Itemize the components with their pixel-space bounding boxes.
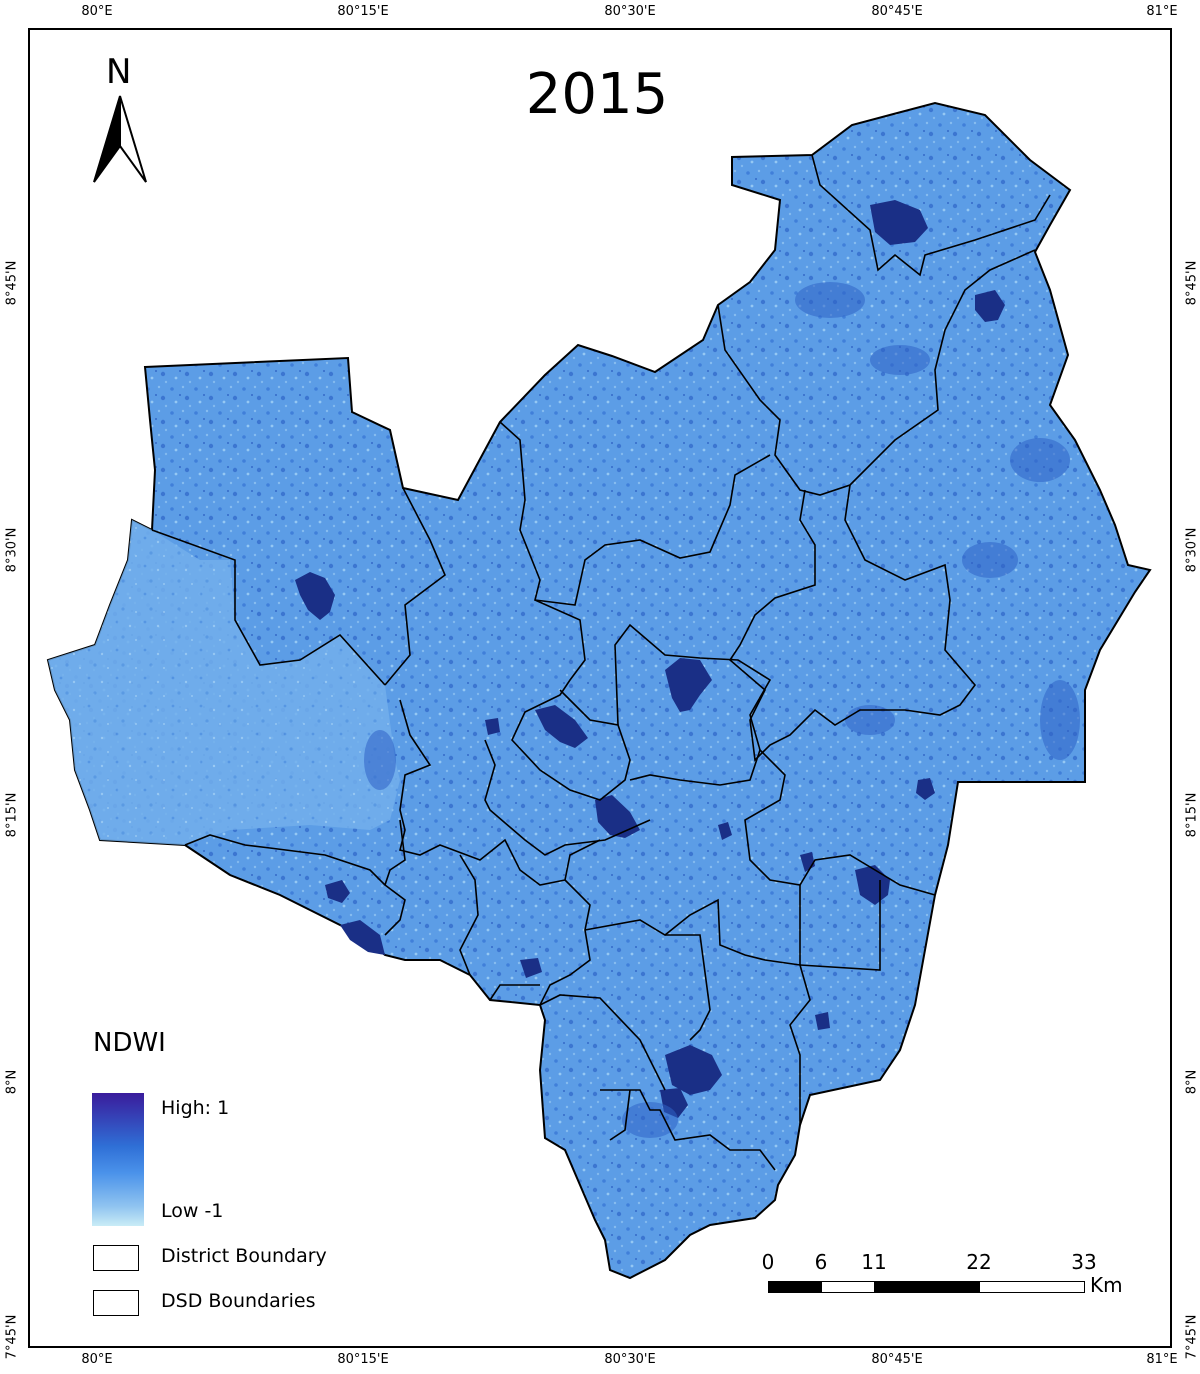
scale-label-0: 0 (761, 1250, 775, 1274)
lon-tick-top-80e: 80°E (81, 4, 113, 19)
lon-tick-top-80-15e: 80°15'E (337, 4, 389, 19)
scale-label-6: 6 (814, 1250, 828, 1274)
scale-segment-3 (874, 1281, 980, 1293)
lon-tick-bottom-80-45e: 80°45'E (871, 1352, 923, 1367)
scale-label-11: 11 (861, 1250, 887, 1274)
lon-tick-top-81e: 81°E (1146, 4, 1178, 19)
scale-label-33: 33 (1071, 1250, 1097, 1274)
scale-unit: Km (1090, 1273, 1123, 1297)
north-label: N (106, 52, 132, 92)
district-boundary-swatch (93, 1245, 139, 1271)
legend-high-label: High: 1 (161, 1097, 230, 1119)
dsd-boundaries (151, 154, 1051, 1171)
lon-tick-bottom-80-15e: 80°15'E (337, 1352, 389, 1367)
north-arrow-icon (93, 95, 147, 183)
lon-tick-top-80-45e: 80°45'E (871, 4, 923, 19)
dsd-boundaries-label: DSD Boundaries (161, 1290, 316, 1312)
district-boundary-label: District Boundary (161, 1245, 327, 1267)
lon-tick-top-80-30e: 80°30'E (604, 4, 656, 19)
lon-tick-bottom-80-30e: 80°30'E (604, 1352, 656, 1367)
dsd-boundaries-swatch (93, 1290, 139, 1316)
lon-tick-bottom-81e: 81°E (1146, 1352, 1178, 1367)
legend-title: NDWI (93, 1028, 166, 1058)
map-title: 2015 (525, 62, 669, 127)
scale-segment-2 (821, 1281, 875, 1293)
scale-segment-4 (979, 1281, 1085, 1293)
map-frame (28, 28, 1172, 1348)
legend-low-label: Low -1 (161, 1200, 224, 1222)
water-bodies (295, 200, 1005, 1118)
ndwi-color-ramp (92, 1093, 144, 1226)
lon-tick-bottom-80e: 80°E (81, 1352, 113, 1367)
scale-segment-1 (768, 1281, 822, 1293)
scale-label-22: 22 (966, 1250, 992, 1274)
